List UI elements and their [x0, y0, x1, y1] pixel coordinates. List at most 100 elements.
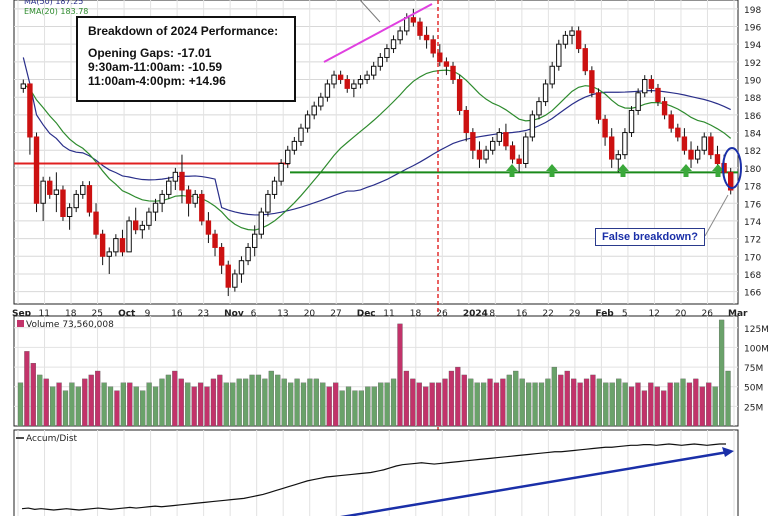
volume-bar [435, 382, 442, 427]
x-tick-label: 6 [251, 309, 257, 319]
candle-body [271, 180, 278, 195]
candle-body [681, 136, 688, 151]
candle-body [291, 140, 298, 151]
volume-bar [313, 378, 319, 427]
volume-bar [680, 378, 686, 427]
candle-body [225, 264, 231, 288]
candle-body [648, 79, 655, 89]
volume-bar [397, 323, 403, 427]
volume-bar [513, 370, 519, 427]
candle-body [185, 189, 192, 204]
volume-legend-icon [17, 320, 24, 327]
candle-body [417, 21, 423, 36]
candle-body [443, 61, 450, 67]
false-breakdown-callout: False breakdown? [595, 228, 705, 246]
candle-body [80, 185, 86, 195]
volume-bar [95, 370, 101, 427]
up-arrow-icon [617, 164, 629, 177]
candle-body [66, 207, 73, 218]
volume-bar [62, 390, 69, 427]
volume-bar [152, 386, 159, 427]
volume-bar [191, 386, 197, 427]
volume-bar [50, 386, 56, 427]
candle-body [218, 246, 225, 266]
candle-body [483, 149, 489, 160]
volume-bar [673, 382, 680, 427]
accum-dist-line [21, 443, 726, 511]
volume-bar [416, 382, 422, 427]
volume-bar [320, 382, 326, 427]
candle-body [179, 171, 185, 191]
volume-bar [493, 382, 500, 427]
volume-bar [712, 386, 718, 427]
candle-body [675, 127, 681, 138]
ma50-line [22, 57, 731, 216]
candle-body [304, 114, 311, 129]
breakdown-value-gaps: -17.01 [177, 46, 212, 60]
candle-body [688, 149, 694, 160]
x-tick-label: 29 [569, 309, 581, 319]
accum-dist-panel: Accum/Dist [13, 429, 739, 521]
candle-body [166, 180, 172, 195]
candle-body [562, 34, 569, 45]
candle-body [119, 238, 126, 253]
candle-body [245, 246, 251, 262]
candle-body [708, 136, 714, 156]
candle-body [370, 65, 377, 76]
candle-body [60, 189, 66, 218]
candle-body [582, 48, 588, 72]
price-tick-label: 190 [744, 77, 761, 87]
price-tick-label: 182 [744, 147, 761, 157]
x-tick-label: Oct [118, 309, 136, 319]
candle-body [503, 132, 509, 147]
price-tick-label: 184 [744, 130, 761, 140]
candle-body [655, 87, 661, 103]
x-tick-label: 26 [701, 309, 713, 319]
candle-body [509, 145, 516, 160]
x-tick-label: Feb [595, 309, 614, 319]
x-tick-label: 9 [145, 309, 151, 319]
x-tick-label: 18 [65, 309, 77, 319]
candle-body [146, 211, 152, 226]
volume-bar [185, 382, 191, 427]
breakdown-label-gaps: Opening Gaps: [88, 46, 175, 60]
candle-body [106, 251, 112, 257]
volume-bar [300, 382, 307, 427]
candle-body [331, 74, 337, 85]
candle-body [159, 193, 165, 204]
candle-body [489, 140, 496, 151]
price-tick-label: 166 [744, 289, 761, 299]
volume-bar [558, 374, 564, 427]
candle-body [476, 149, 483, 160]
volume-panel: 25M 50M 75M 100M 125M Volume 73,560,008 [13, 315, 769, 427]
candle-body [589, 70, 595, 94]
volume-bar [706, 382, 712, 427]
candle-body [622, 132, 628, 156]
volume-bar [358, 390, 365, 427]
candle-body [727, 171, 734, 191]
price-tick-label: 178 [744, 183, 761, 193]
candle-body [423, 34, 430, 41]
candle-body [298, 127, 304, 142]
volume-bar [127, 382, 133, 427]
x-tick-label: 27 [330, 309, 341, 319]
volume-bar [480, 382, 487, 427]
volume-bar [333, 382, 339, 427]
x-tick-label: 11 [383, 309, 394, 319]
candle-body [542, 83, 549, 103]
volume-bar [275, 374, 281, 427]
breakdown-label-afternoon: 11:00am-4:00pm: [88, 74, 186, 88]
volume-bar [699, 386, 705, 427]
up-arrow-icon [546, 164, 558, 177]
volume-tick-label: 125M [744, 325, 769, 335]
arrowhead-icon [722, 447, 734, 457]
volume-bar [378, 382, 384, 427]
price-tick-label: 186 [744, 112, 761, 122]
x-tick-label: 2024 [463, 309, 488, 319]
candle-body [642, 79, 648, 94]
volume-bar [262, 378, 268, 427]
volume-bar [596, 378, 603, 427]
candle-body [463, 109, 469, 134]
candle-body [33, 136, 40, 204]
candle-body [615, 154, 622, 160]
